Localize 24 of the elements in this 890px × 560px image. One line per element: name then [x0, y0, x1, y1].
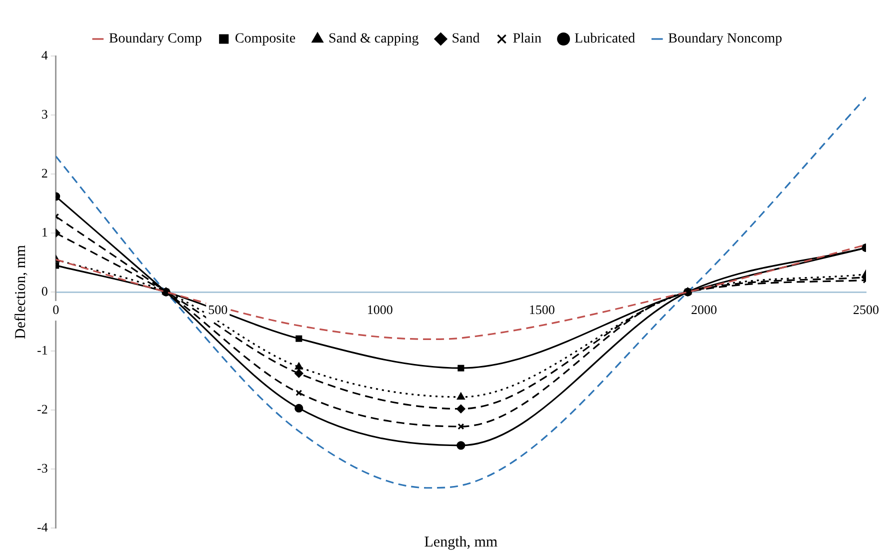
- y-tick-label: 1: [41, 224, 48, 240]
- legend-label: Plain: [512, 32, 542, 47]
- legend-label: Boundary Noncomp: [668, 32, 782, 47]
- y-tick-label: -2: [36, 401, 48, 416]
- y-tick-label: 3: [41, 106, 48, 122]
- x-tick-label: 2500: [853, 302, 879, 318]
- legend-label: Boundary Comp: [108, 32, 202, 47]
- y-tick-label: 0: [41, 283, 48, 298]
- y-tick-label: -1: [36, 342, 48, 358]
- y-tick-label: 4: [41, 47, 48, 62]
- legend-label: Lubricated: [574, 32, 636, 47]
- x-tick-label: 1500: [528, 302, 555, 318]
- y-tick-label: -4: [36, 519, 48, 534]
- x-tick-label: 0: [52, 302, 60, 318]
- x-tick-label: 500: [208, 302, 228, 318]
- x-axis-title: Length, mm: [424, 534, 498, 550]
- x-tick-label: 1000: [366, 302, 393, 318]
- x-tick-label: 2000: [690, 302, 717, 318]
- legend-label: Sand: [452, 32, 480, 47]
- legend-label: Composite: [234, 32, 296, 47]
- y-tick-label: 2: [41, 165, 48, 180]
- y-axis-title: Deflection, mm: [12, 244, 29, 340]
- y-tick-label: -3: [36, 460, 48, 476]
- legend-label: Sand & capping: [328, 32, 419, 47]
